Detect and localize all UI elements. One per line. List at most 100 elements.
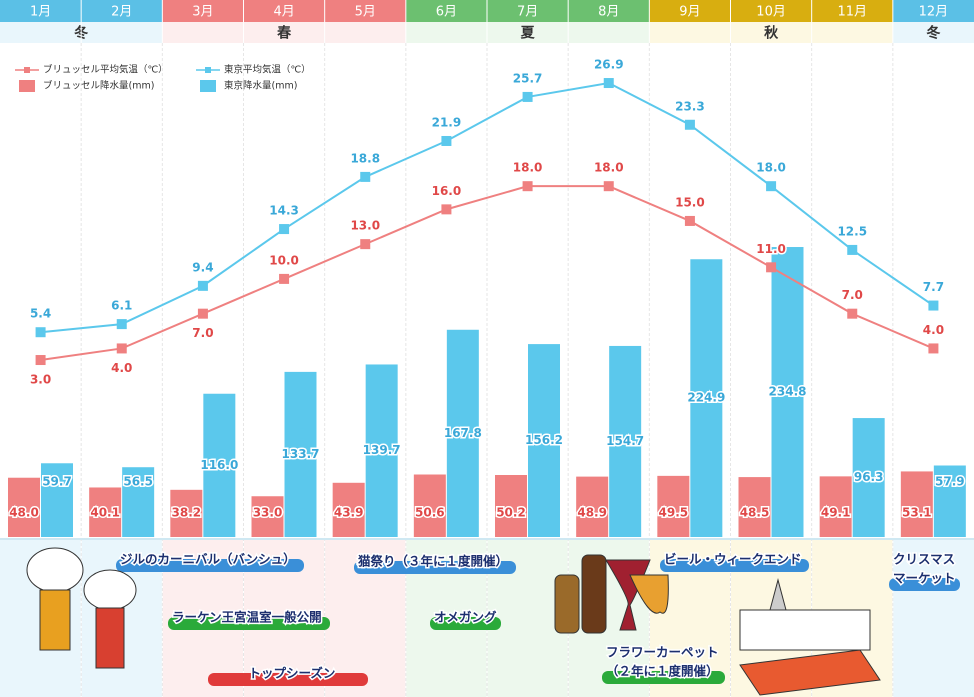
line-value-label: 25.7: [513, 71, 543, 85]
marker: [847, 244, 858, 255]
line: [40, 81, 934, 334]
legend-label: ブリュッセル降水量(mm): [43, 80, 154, 92]
line-value-label: 7.7: [923, 280, 944, 294]
marker: [603, 181, 614, 192]
line-value-label: 3.0: [30, 373, 51, 387]
month-label: 4月: [273, 5, 294, 20]
legend-label: 東京平均気温（℃）: [224, 64, 311, 76]
month-label: 5月: [355, 5, 376, 20]
illustration: [95, 607, 125, 669]
event-label: ラーケン王宮温室一般公開: [172, 610, 322, 625]
bar-value-label: 56.5: [123, 475, 153, 489]
bar: [933, 465, 966, 537]
bar: [657, 475, 690, 537]
bar-value-label: 48.9: [577, 506, 607, 520]
event-bar: [208, 673, 368, 686]
bar: [413, 474, 446, 537]
bar-value-label: 154.7: [606, 434, 644, 448]
season-band: [892, 22, 974, 43]
month-label: 8月: [598, 5, 619, 20]
bar: [89, 487, 122, 537]
line-value-label: 26.9: [594, 58, 624, 72]
line-value-label: 11.0: [756, 242, 786, 256]
month-label: 6月: [436, 5, 457, 20]
marker: [684, 215, 695, 226]
season-label: 春: [276, 25, 292, 42]
marker: [441, 135, 452, 146]
line-value-label: 4.0: [111, 361, 132, 375]
marker: [279, 224, 290, 235]
month-label: 3月: [192, 5, 213, 20]
bar: [8, 477, 40, 537]
event-band: [892, 540, 974, 697]
marker: [116, 343, 127, 354]
line-value-label: 23.3: [675, 99, 705, 113]
line-value-label: 15.0: [675, 195, 705, 209]
month-cell: [81, 0, 163, 22]
legend-marker: [24, 67, 30, 73]
season-band: [649, 22, 893, 43]
bar-value-label: 50.6: [415, 506, 445, 520]
bar: [852, 418, 885, 537]
line-value-label: 9.4: [192, 260, 213, 274]
month-label: 10月: [756, 5, 786, 20]
event-bar: [602, 671, 725, 684]
line-value-label: 12.5: [837, 224, 867, 238]
event-label: トップシーズン: [249, 666, 336, 681]
bar-value-label: 156.2: [525, 433, 563, 447]
legend-label: ブリュッセル平均気温（℃）: [43, 64, 168, 76]
bar: [284, 371, 317, 537]
event-bar: [354, 561, 516, 574]
season-label: 秋: [764, 25, 779, 42]
legend-marker: [205, 67, 211, 73]
marker: [847, 308, 858, 319]
event-label: クリスマス: [893, 552, 955, 567]
event-label: 猫祭り（３年に１度開催）: [358, 554, 508, 569]
month-cell: [487, 0, 569, 22]
marker: [684, 119, 695, 130]
marker: [441, 204, 452, 215]
month-cell: [0, 0, 82, 22]
season-band: [405, 22, 650, 43]
line-value-label: 18.0: [756, 161, 786, 175]
event-bar: [889, 578, 960, 591]
season-label: 冬: [926, 25, 940, 42]
season-label: 夏: [521, 25, 536, 42]
month-label: 1月: [30, 5, 51, 20]
event-label: フラワーカーペット: [606, 645, 719, 660]
month-cell: [811, 0, 893, 22]
month-label: 9月: [679, 5, 700, 20]
line-value-label: 21.9: [432, 115, 462, 129]
bar: [771, 247, 804, 537]
bar-value-label: 234.8: [769, 385, 807, 399]
marker: [35, 355, 46, 366]
bar-value-label: 167.8: [444, 426, 482, 440]
event-label: ジルのカーニバル（バンシュ）: [120, 552, 296, 567]
marker: [603, 78, 614, 89]
month-label: 12月: [919, 5, 949, 20]
season-band: [162, 22, 406, 43]
month-label: 2月: [111, 5, 132, 20]
month-cell: [649, 0, 731, 22]
legend-swatch: [19, 80, 35, 92]
event-label: オメガング: [434, 610, 497, 625]
marker: [116, 319, 127, 330]
marker: [928, 300, 939, 311]
bar: [576, 476, 609, 537]
bar: [203, 393, 236, 537]
marker: [35, 327, 46, 338]
event-label: （２年に１度開催）: [606, 664, 719, 679]
illustration: [554, 574, 580, 634]
event: オメガング: [430, 608, 501, 630]
event-label: ビール・ウィークエンド: [664, 552, 802, 567]
month-cell: [243, 0, 325, 22]
bar: [446, 329, 479, 537]
bar-value-label: 53.1: [902, 506, 932, 520]
bar: [819, 476, 852, 537]
month-label: 11月: [837, 5, 867, 20]
bar-value-label: 40.1: [90, 506, 120, 520]
bar: [122, 467, 155, 537]
bar-value-label: 59.7: [42, 475, 72, 489]
